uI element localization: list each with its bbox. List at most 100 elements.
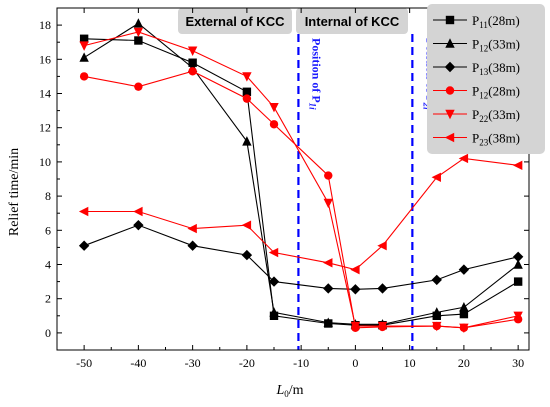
x-tick-label: 0 [352,356,358,370]
x-tick-label: 10 [404,356,416,370]
y-tick-label: 10 [39,155,51,169]
legend-label: P23(38m) [472,131,520,148]
x-axis-title-main: L [275,383,284,398]
x-tick-label: 20 [458,356,470,370]
y-tick-label: 2 [45,292,51,306]
data-point [431,172,441,182]
data-point [350,264,360,275]
data-point [513,311,523,321]
x-tick-label: -50 [76,356,92,370]
data-point [134,36,143,45]
data-point [78,206,89,217]
data-point [458,264,470,275]
legend-item-4: P12(28m) [433,84,520,101]
data-point [133,219,144,231]
data-point [458,153,469,164]
y-tick-label: 14 [39,87,51,101]
x-axis-title: L0/m [275,383,303,399]
data-point [268,276,280,287]
data-point [377,240,387,251]
legend-label: P22(33m) [472,107,520,124]
data-point [187,240,198,251]
data-point [350,321,361,332]
region-external-label: External of KCC [186,14,286,29]
series-6 [78,153,523,275]
legend-item-5: P22(33m) [433,107,520,124]
data-point [79,41,89,51]
data-point [78,240,90,251]
data-point [323,283,334,294]
data-point [377,283,388,294]
legend: P11(28m) P12(33m) P13(38m) P12(28m) P22(33m)… [427,4,545,154]
data-point [188,67,197,76]
data-point [242,87,252,96]
legend-marker [444,61,456,73]
y-tick-label: 8 [45,189,51,203]
data-point [431,274,442,286]
data-point [242,94,252,103]
x-tick-label: -30 [185,356,201,370]
data-point [324,171,333,180]
legend-item-1: P11(28m) [433,13,520,30]
data-point [323,258,333,268]
data-point [133,27,144,38]
series-5 [79,27,523,333]
series-2 [79,18,523,329]
data-point [432,321,442,332]
y-tick-label: 4 [45,258,51,272]
data-point [323,198,333,209]
data-point [459,309,469,319]
y-tick-label: 6 [45,223,51,237]
position-label-1: Position of P1i [307,38,323,110]
x-tick-label: -20 [239,356,255,370]
data-point [459,323,469,333]
y-axis-title: Relief time/min [7,148,22,236]
legend-marker [445,109,455,120]
data-point [323,317,333,327]
data-point [242,136,252,146]
y-tick-label: 16 [39,52,51,66]
x-axis-title-sub: 0 [284,389,289,399]
data-point [187,223,197,234]
data-point [133,18,144,28]
data-point [133,206,143,217]
legend-item-2: P12(33m) [433,37,520,54]
y-tick-label: 0 [45,326,51,340]
data-point [432,307,442,317]
x-axis-title-unit: /m [289,383,304,398]
data-point [269,102,279,113]
region-external: External of KCC [178,8,292,34]
data-point [269,307,279,317]
legend-label: P13(38m) [472,60,520,77]
legend-item-6: P23(38m) [433,131,520,148]
data-point [377,321,388,332]
data-point [350,284,361,295]
x-tick-label: -10 [293,356,309,370]
legend-marker [445,86,455,95]
data-point [513,277,523,286]
legend-label: P11(28m) [472,13,520,30]
legend-marker [445,38,455,48]
region-internal: Internal of KCC [296,8,408,34]
data-point [459,302,469,312]
legend-label: P12(28m) [472,84,520,101]
legend-item-3: P13(38m) [433,60,520,77]
series-line-6 [84,157,519,271]
legend-marker [445,15,455,25]
x-tick-label: -40 [130,356,146,370]
data-point [268,247,279,258]
y-tick-label: 12 [39,121,51,135]
data-point [79,34,89,43]
data-point [512,160,523,171]
data-point [187,46,198,56]
data-point [269,120,279,129]
legend-label: P12(33m) [472,37,520,54]
data-point [512,251,524,263]
x-tick-label: 30 [512,356,524,370]
data-point [513,259,523,269]
series-3 [78,219,524,295]
data-point [79,52,89,62]
region-internal-label: Internal of KCC [305,14,400,29]
data-point [242,72,252,82]
